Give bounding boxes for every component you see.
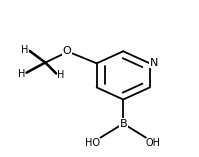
Text: HO: HO xyxy=(86,138,100,148)
Text: H: H xyxy=(21,45,29,55)
Text: B: B xyxy=(119,119,127,129)
Text: H: H xyxy=(58,70,65,80)
Text: O: O xyxy=(63,46,71,56)
Text: OH: OH xyxy=(146,138,161,148)
Text: H: H xyxy=(18,69,25,79)
Text: N: N xyxy=(150,58,158,68)
